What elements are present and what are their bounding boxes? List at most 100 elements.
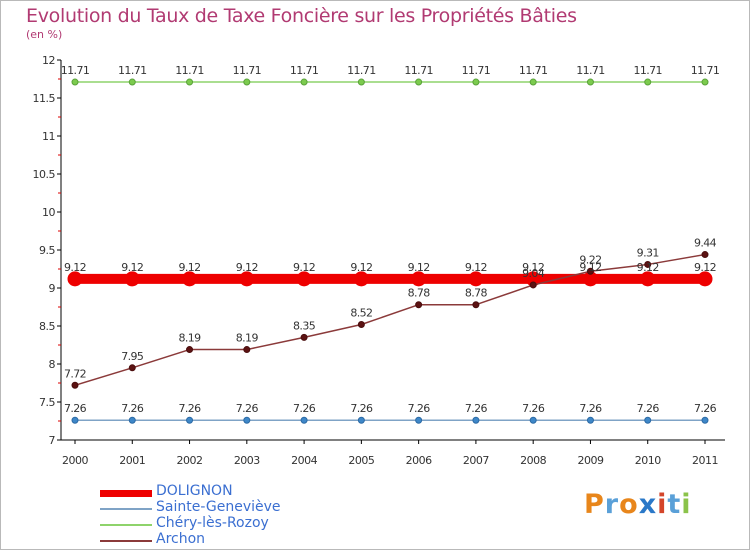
logo-letter: r [604, 489, 620, 520]
data-label-archon: 8.35 [293, 319, 316, 332]
data-point-sainte-genevieve [472, 416, 480, 424]
data-point-sainte-genevieve [415, 416, 423, 424]
data-label-archon: 9.04 [522, 267, 545, 280]
y-tick-label: 8 [49, 358, 56, 371]
logo-letter: i [657, 489, 668, 520]
data-label-chery-les-rozoy: 11.71 [118, 64, 147, 77]
data-label-chery-les-rozoy: 11.71 [404, 64, 433, 77]
data-label-archon: 8.78 [408, 287, 431, 300]
y-tick-label: 11 [42, 130, 55, 143]
data-label-sainte-genevieve: 7.26 [236, 402, 259, 415]
x-tick-label: 2003 [234, 454, 260, 467]
data-label-sainte-genevieve: 7.26 [522, 402, 545, 415]
data-label-sainte-genevieve: 7.26 [121, 402, 144, 415]
data-point-sainte-genevieve [186, 416, 194, 424]
legend-swatch-archon [100, 540, 152, 542]
data-label-chery-les-rozoy: 11.71 [519, 64, 548, 77]
legend-label: Archon [156, 531, 206, 547]
logo-letter: i [681, 489, 692, 520]
data-point-sainte-genevieve [357, 416, 365, 424]
data-label-dolignon: 9.12 [236, 261, 258, 274]
data-point-dolignon [124, 271, 140, 287]
x-tick-label: 2004 [291, 454, 317, 467]
legend-label: Chéry-lès-Rozoy [156, 515, 269, 531]
x-tick-label: 2008 [520, 454, 546, 467]
data-point-archon [586, 267, 594, 275]
logo-letter: P [584, 489, 605, 520]
x-tick-label: 2005 [348, 454, 374, 467]
data-label-dolignon: 9.12 [408, 261, 430, 274]
data-point-archon [415, 301, 423, 309]
data-label-archon: 8.78 [465, 287, 488, 300]
data-point-sainte-genevieve [300, 416, 308, 424]
logo-letter: o [619, 489, 639, 520]
data-label-sainte-genevieve: 7.26 [350, 402, 373, 415]
data-point-chery-les-rozoy [472, 78, 480, 86]
data-point-sainte-genevieve [586, 416, 594, 424]
x-tick-label: 2002 [177, 454, 203, 467]
data-point-chery-les-rozoy [644, 78, 652, 86]
x-tick-label: 2010 [635, 454, 661, 467]
data-label-dolignon: 9.12 [350, 261, 372, 274]
data-label-dolignon: 9.12 [121, 261, 143, 274]
legend-label: Sainte-Geneviève [156, 499, 281, 515]
data-label-chery-les-rozoy: 11.71 [233, 64, 262, 77]
data-point-dolignon [239, 271, 255, 287]
data-label-dolignon: 9.12 [178, 261, 200, 274]
y-tick-label: 9 [49, 282, 56, 295]
data-label-archon: 8.52 [350, 306, 372, 319]
y-tick-label: 8.5 [39, 320, 55, 333]
data-label-dolignon: 9.12 [64, 261, 86, 274]
data-label-chery-les-rozoy: 11.71 [347, 64, 376, 77]
data-label-chery-les-rozoy: 11.71 [462, 64, 491, 77]
legend-swatch-chery-les-rozoy [100, 524, 152, 526]
data-label-chery-les-rozoy: 11.71 [576, 64, 605, 77]
data-point-sainte-genevieve [71, 416, 79, 424]
logo-letter: t [667, 489, 682, 520]
y-tick-label: 7 [49, 434, 56, 447]
y-tick-label: 10 [42, 206, 55, 219]
data-label-chery-les-rozoy: 11.71 [633, 64, 662, 77]
data-label-archon: 9.22 [579, 253, 601, 266]
data-label-chery-les-rozoy: 11.71 [691, 64, 720, 77]
data-point-dolignon [640, 271, 656, 287]
x-tick-label: 2000 [62, 454, 88, 467]
data-label-dolignon: 9.12 [637, 261, 659, 274]
data-point-archon [71, 381, 79, 389]
data-label-dolignon: 9.12 [579, 261, 601, 274]
data-label-archon: 9.31 [637, 246, 659, 259]
data-label-chery-les-rozoy: 11.71 [61, 64, 90, 77]
data-point-chery-les-rozoy [243, 78, 251, 86]
data-label-dolignon: 9.12 [694, 261, 716, 274]
x-tick-label: 2006 [406, 454, 432, 467]
data-point-chery-les-rozoy [128, 78, 136, 86]
legend-swatch-sainte-genevieve [100, 508, 152, 510]
data-point-chery-les-rozoy [701, 78, 709, 86]
x-tick-label: 2007 [463, 454, 489, 467]
y-tick-label: 9.5 [39, 244, 55, 257]
proxiti-logo: Proxiti [584, 489, 692, 520]
data-label-archon: 7.72 [64, 367, 86, 380]
data-point-archon [701, 251, 709, 259]
data-point-dolignon [468, 271, 484, 287]
data-point-sainte-genevieve [128, 416, 136, 424]
unit-label: (en %) [26, 28, 63, 41]
data-point-chery-les-rozoy [357, 78, 365, 86]
x-tick-label: 2009 [577, 454, 603, 467]
x-tick-label: 2001 [119, 454, 145, 467]
data-point-archon [128, 364, 136, 372]
y-tick-label: 11.5 [33, 92, 56, 105]
data-label-archon: 8.19 [236, 332, 259, 345]
data-point-chery-les-rozoy [586, 78, 594, 86]
data-point-sainte-genevieve [243, 416, 251, 424]
data-point-sainte-genevieve [701, 416, 709, 424]
data-point-dolignon [182, 271, 198, 287]
data-label-chery-les-rozoy: 11.71 [175, 64, 204, 77]
data-label-dolignon: 9.12 [293, 261, 315, 274]
data-label-archon: 7.95 [121, 350, 144, 363]
data-point-archon [243, 346, 251, 354]
series-line-archon [74, 253, 706, 386]
logo-letter: x [638, 489, 658, 520]
data-point-chery-les-rozoy [71, 78, 79, 86]
